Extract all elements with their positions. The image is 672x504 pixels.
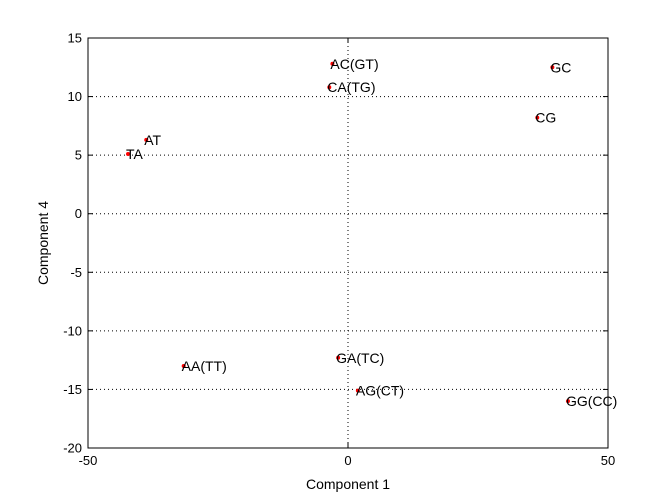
data-point — [330, 61, 335, 66]
point-label: AT — [144, 132, 161, 148]
y-tick-label: -10 — [63, 323, 82, 338]
y-tick-label: -20 — [63, 441, 82, 456]
x-tick-label: 0 — [344, 453, 351, 468]
point-label: AA(TT) — [182, 358, 227, 374]
data-point — [181, 364, 186, 368]
y-tick-label: 0 — [75, 206, 82, 221]
point-label: AC(GT) — [330, 56, 378, 72]
point-label: CA(TG) — [327, 79, 375, 95]
point-label: GA(TC) — [336, 350, 384, 366]
y-tick-label: 5 — [75, 148, 82, 163]
data-point — [550, 65, 555, 70]
grid-lines — [88, 38, 608, 448]
y-axis-title: Component 4 — [35, 201, 51, 285]
data-point — [565, 399, 570, 404]
x-axis-title: Component 1 — [306, 476, 390, 492]
x-tick-label: -50 — [79, 453, 98, 468]
y-tick-label: -5 — [70, 265, 82, 280]
y-tick-label: 15 — [68, 31, 82, 46]
point-label: TA — [126, 146, 144, 162]
data-point — [126, 151, 131, 156]
point-label: CG — [535, 110, 556, 126]
point-label: GG(CC) — [566, 393, 617, 409]
point-label: GC — [550, 59, 571, 75]
data-point — [535, 115, 540, 120]
data-point — [336, 355, 341, 360]
data-point — [355, 388, 360, 393]
y-tick-label: 10 — [68, 89, 82, 104]
x-tick-label: 50 — [601, 453, 615, 468]
data-point — [327, 85, 332, 90]
y-tick-label: -15 — [63, 382, 82, 397]
point-label: AG(CT) — [356, 383, 404, 399]
data-point — [144, 137, 149, 142]
